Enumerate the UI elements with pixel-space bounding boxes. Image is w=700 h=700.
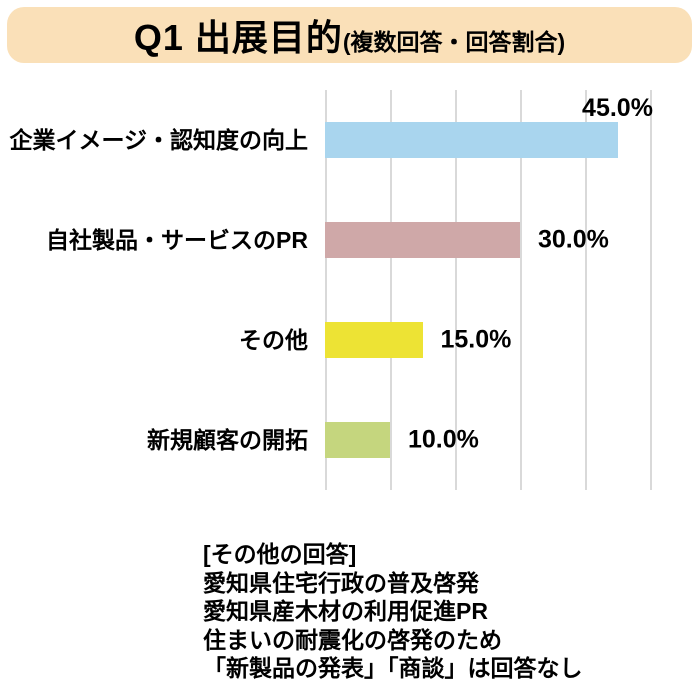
- category-label: その他: [239, 326, 308, 353]
- category-label: 企業イメージ・認知度の向上: [9, 126, 308, 153]
- chart-row: 自社製品・サービスのPR 30.0%: [0, 190, 700, 290]
- chart-title: Q1 出展目的: [133, 17, 343, 58]
- chart-subtitle: (複数回答・回答割合): [342, 29, 566, 55]
- page-title: Q1 出展目的(複数回答・回答割合): [134, 9, 565, 61]
- bar: [325, 222, 520, 258]
- note-line: 愛知県産木材の利用促進PR: [203, 598, 488, 624]
- note-line: 愛知県住宅行政の普及啓発: [203, 569, 479, 596]
- note-line: 住まいの耐震化の啓発のため: [203, 626, 502, 653]
- value-label: 45.0%: [582, 94, 653, 122]
- bar-chart: 企業イメージ・認知度の向上 45.0% 自社製品・サービスのPR 30.0% その他 15…: [0, 90, 700, 490]
- value-label: 10.0%: [408, 425, 479, 454]
- bar: [325, 122, 618, 158]
- gridline: [585, 90, 587, 490]
- chart-row: 企業イメージ・認知度の向上 45.0%: [0, 90, 700, 190]
- bar: [325, 422, 390, 458]
- bar: [325, 322, 423, 358]
- value-label: 15.0%: [440, 325, 512, 354]
- chart-row: その他 15.0%: [0, 290, 700, 390]
- title-banner: Q1 出展目的(複数回答・回答割合): [7, 7, 692, 63]
- gridline: [325, 90, 327, 490]
- gridline: [390, 90, 392, 490]
- chart-row: 新規顧客の開拓 10.0%: [0, 390, 700, 490]
- category-label: 新規顧客の開拓: [147, 426, 308, 453]
- note-block: [その他の回答] 愛知県住宅行政の普及啓発 愛知県産木材の利用促進PR 住まいの…: [203, 540, 583, 683]
- gridline: [650, 90, 652, 490]
- category-label: 自社製品・サービスのPR: [46, 226, 308, 253]
- plot-area: [325, 90, 653, 490]
- note-line: 「新製品の発表」「商談」は回答なし: [203, 655, 583, 681]
- value-label: 30.0%: [538, 225, 609, 254]
- gridline: [520, 90, 522, 490]
- note-line: [その他の回答]: [203, 541, 357, 567]
- gridline: [455, 90, 457, 490]
- chart-rows: 企業イメージ・認知度の向上 45.0% 自社製品・サービスのPR 30.0% その他 15…: [0, 90, 700, 490]
